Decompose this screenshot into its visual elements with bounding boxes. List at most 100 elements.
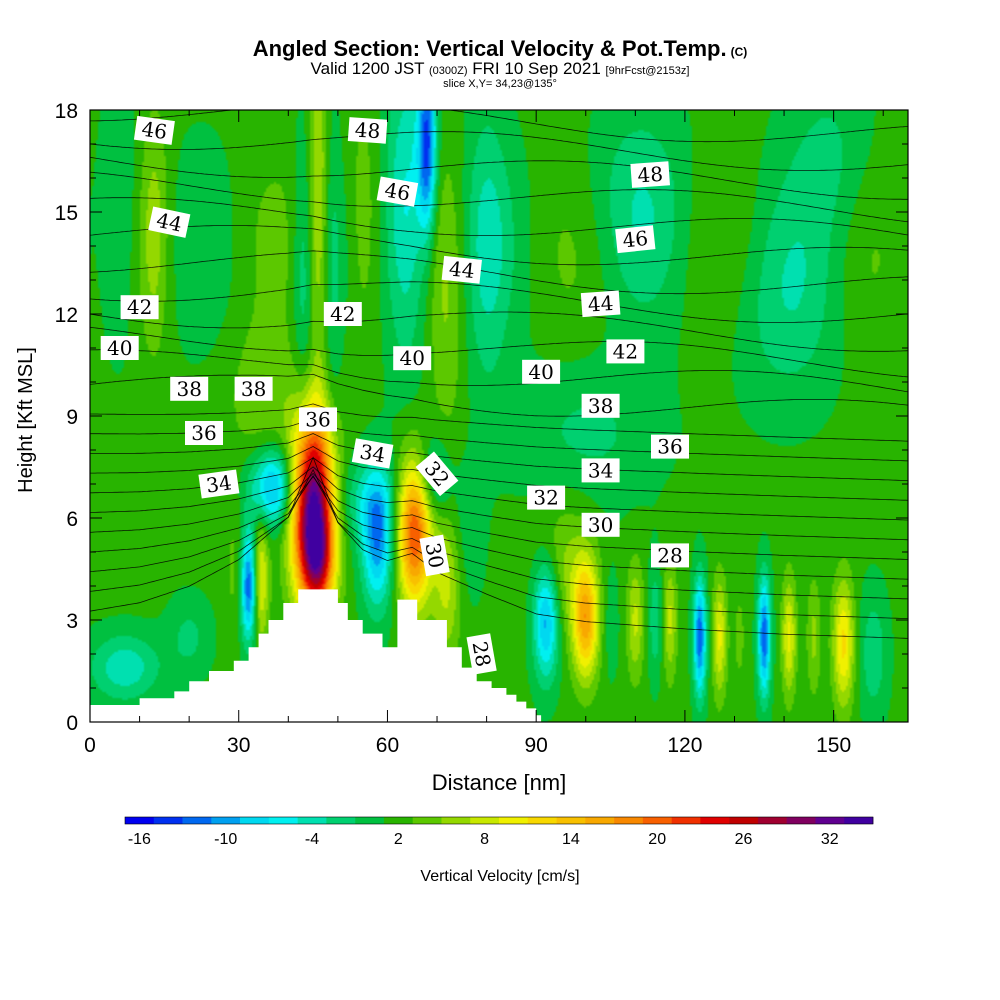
contour-label-box xyxy=(527,485,566,510)
contour-label-box xyxy=(234,376,273,401)
contour-label-text: 46 xyxy=(140,117,169,144)
colorbar-swatch xyxy=(786,817,816,824)
x-tick-label: 30 xyxy=(227,734,250,757)
contour-label: 28 xyxy=(466,633,497,675)
contour-label: 28 xyxy=(651,543,689,568)
contour-label-text: 36 xyxy=(191,421,216,445)
y-tick-label: 3 xyxy=(66,610,78,633)
contour-label: 40 xyxy=(100,336,139,360)
colorbar-swatch xyxy=(240,817,270,824)
contour-label-box xyxy=(606,339,645,364)
y-tick-label: 0 xyxy=(66,712,78,735)
contour-label: 38 xyxy=(234,376,273,401)
contour-label-text: 42 xyxy=(127,295,152,319)
contour-label: 38 xyxy=(170,376,209,401)
colorbar-swatch xyxy=(412,817,442,824)
potential-temperature-contours xyxy=(90,110,908,639)
valid-time-zulu: (0300Z) xyxy=(429,65,468,77)
colorbar-swatch xyxy=(614,817,644,824)
theta-contour-45 xyxy=(90,197,908,236)
contour-label-text: 44 xyxy=(154,208,184,237)
theta-contour-27 xyxy=(90,456,908,639)
colorbar-swatch xyxy=(153,817,183,824)
contour-label-text: 48 xyxy=(637,162,664,188)
theta-contour-38 xyxy=(90,373,908,417)
contour-label: 46 xyxy=(376,176,419,207)
contour-label-text: 30 xyxy=(421,541,449,570)
contour-label-box xyxy=(323,302,362,326)
contour-label-text: 34 xyxy=(588,458,613,482)
colorbar-swatch xyxy=(527,817,557,824)
colorbar-swatch xyxy=(671,817,701,824)
colorbar-swatch xyxy=(297,817,327,824)
contour-label: 44 xyxy=(148,206,191,238)
contour-label-text: 46 xyxy=(621,226,649,253)
contour-label-box xyxy=(415,451,459,497)
copyright-mark: (C) xyxy=(730,45,748,59)
title-text: Angled Section: Vertical Velocity & Pot.… xyxy=(252,36,727,61)
contour-label-text: 44 xyxy=(587,291,614,317)
contour-label-text: 38 xyxy=(588,394,613,418)
contour-label-text: 34 xyxy=(205,470,234,497)
contour-label: 44 xyxy=(441,255,482,284)
colorbar-swatch xyxy=(757,817,787,824)
colorbar-tick-label: 32 xyxy=(821,831,839,848)
contour-label-text: 40 xyxy=(399,346,424,370)
colorbar-tick-label: -10 xyxy=(214,831,237,848)
contour-label: 36 xyxy=(651,434,689,459)
contour-label-box xyxy=(630,161,670,188)
colorbar-swatch xyxy=(441,817,471,824)
theta-contour-37 xyxy=(90,403,908,442)
colorbar-tick-label: 8 xyxy=(480,831,489,848)
colorbar-swatch xyxy=(355,817,385,824)
y-tick-label: 12 xyxy=(55,304,78,327)
contour-label-text: 38 xyxy=(176,377,201,401)
theta-contour-47 xyxy=(90,156,908,200)
contour-label: 30 xyxy=(581,512,620,537)
contour-label: 48 xyxy=(347,117,388,144)
contour-label: 40 xyxy=(393,346,432,371)
valid-time-subtitle: Valid 1200 JST (0300Z) FRI 10 Sep 2021 [… xyxy=(0,59,1000,79)
colorbar-swatch xyxy=(642,817,672,824)
contour-label-box xyxy=(351,438,394,469)
colorbar-tick-label: 26 xyxy=(735,831,753,848)
contour-label: 46 xyxy=(615,225,656,254)
contour-label: 32 xyxy=(527,485,566,510)
contour-label-text: 38 xyxy=(241,377,266,401)
contour-label-box xyxy=(376,176,419,207)
contour-label: 42 xyxy=(323,302,362,326)
contour-label-box xyxy=(393,346,432,371)
y-tick-label: 9 xyxy=(66,406,78,429)
contour-label-box xyxy=(581,393,620,418)
colorbar-swatch xyxy=(182,817,212,824)
contour-label-box xyxy=(185,421,223,445)
contour-label-text: 42 xyxy=(613,339,638,363)
contour-label-text: 36 xyxy=(657,435,682,459)
contour-label-text: 28 xyxy=(657,543,682,567)
theta-contour-35 xyxy=(90,433,908,481)
x-tick-label: 0 xyxy=(84,734,96,757)
colorbar-swatch xyxy=(585,817,615,824)
theta-contour-48 xyxy=(90,131,908,171)
contour-label-text: 30 xyxy=(588,513,613,537)
contour-label: 36 xyxy=(185,421,223,445)
colorbar-swatch xyxy=(700,817,730,824)
contour-label-box xyxy=(419,534,450,577)
colorbar: -16 -10 -4 2 8 14 20 26 32 xyxy=(124,816,874,848)
theta-contour-46 xyxy=(90,171,908,223)
contour-label-box xyxy=(466,633,497,675)
contour-label-box xyxy=(651,434,689,459)
colorbar-tick-label: 14 xyxy=(562,831,580,848)
contour-label-text: 40 xyxy=(528,360,553,384)
contour-label: 40 xyxy=(522,359,561,384)
contour-label-box xyxy=(581,458,620,483)
contour-label-text: 46 xyxy=(383,178,412,206)
theta-contour-36 xyxy=(90,418,908,462)
colorbar-swatch xyxy=(383,817,413,824)
colorbar-swatch xyxy=(326,817,356,824)
colorbar-swatch xyxy=(844,817,874,824)
contour-label-layer: 46 48 46 44 48 46 44 44 42 42 40 42 40 40 38 38 38 36 36 36… xyxy=(100,115,689,675)
contour-label: 38 xyxy=(581,393,620,418)
theta-contour-34 xyxy=(90,446,908,501)
